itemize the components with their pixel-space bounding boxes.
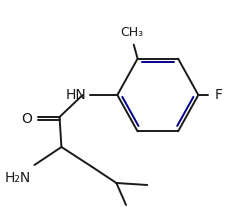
Text: HN: HN [66, 88, 87, 102]
Text: O: O [22, 111, 33, 125]
Text: CH₃: CH₃ [120, 26, 143, 39]
Text: H₂N: H₂N [4, 171, 31, 185]
Text: F: F [215, 88, 223, 102]
